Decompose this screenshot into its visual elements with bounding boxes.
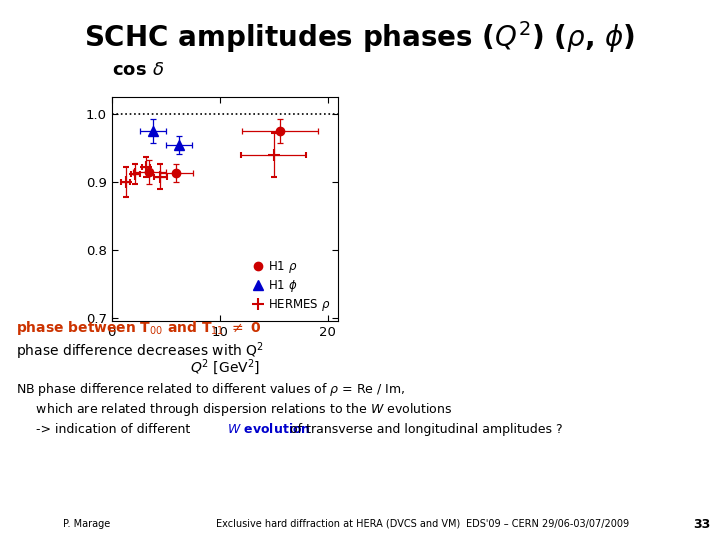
Text: of transverse and longitudinal amplitudes ?: of transverse and longitudinal amplitude… <box>286 423 562 436</box>
Text: which are related through dispersion relations to the $W$ evolutions: which are related through dispersion rel… <box>16 401 452 418</box>
Text: -> indication of different: -> indication of different <box>16 423 194 436</box>
Text: phase between T$_{00}$ and T$_{11}$ $\neq$ 0: phase between T$_{00}$ and T$_{11}$ $\ne… <box>16 319 261 337</box>
Text: $W$ evolution: $W$ evolution <box>227 422 310 436</box>
Legend: H1 $\rho$, H1 $\phi$, HERMES $\rho$: H1 $\rho$, H1 $\phi$, HERMES $\rho$ <box>251 257 333 315</box>
Text: cos $\delta$: cos $\delta$ <box>112 61 163 79</box>
Text: P. Marage: P. Marage <box>63 519 110 529</box>
Text: Exclusive hard diffraction at HERA (DVCS and VM): Exclusive hard diffraction at HERA (DVCS… <box>216 519 461 529</box>
Text: NB phase difference related to different values of $\rho$ = Re / Im,: NB phase difference related to different… <box>16 381 405 398</box>
Text: SCHC amplitudes phases ($Q^2$) ($\rho$, $\phi$): SCHC amplitudes phases ($Q^2$) ($\rho$, … <box>84 19 636 56</box>
Text: $Q^2$ [GeV$^2$]: $Q^2$ [GeV$^2$] <box>190 357 260 377</box>
Text: EDS'09 – CERN 29/06-03/07/2009: EDS'09 – CERN 29/06-03/07/2009 <box>466 519 629 529</box>
Text: 33: 33 <box>693 517 711 530</box>
Text: phase difference decreases with Q$^2$: phase difference decreases with Q$^2$ <box>16 341 264 362</box>
